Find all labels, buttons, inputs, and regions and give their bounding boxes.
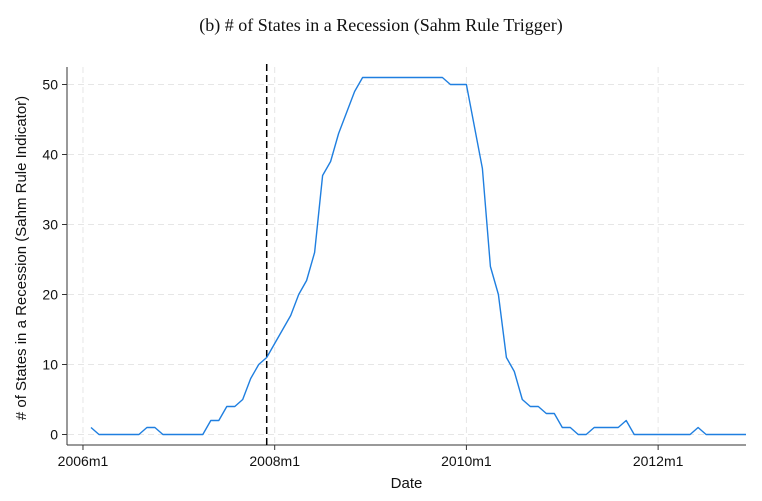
y-axis-ticks: 0 10 20 30 40 50 <box>42 77 67 443</box>
y-tick-label: 10 <box>42 357 58 373</box>
y-tick-label: 40 <box>42 147 58 163</box>
x-tick-label: 2010m1 <box>441 453 492 469</box>
y-tick-label: 30 <box>42 217 58 233</box>
chart-title: (b) # of States in a Recession (Sahm Rul… <box>199 15 563 35</box>
x-axis-label: Date <box>391 475 423 492</box>
y-tick-label: 50 <box>42 77 58 93</box>
series-group <box>90 76 746 436</box>
y-tick-label: 0 <box>50 427 58 443</box>
series-line <box>90 76 746 436</box>
y-tick-label: 20 <box>42 287 58 303</box>
x-tick-label: 2006m1 <box>58 453 109 469</box>
gridlines <box>68 67 746 444</box>
x-tick-label: 2008m1 <box>249 453 300 469</box>
y-axis-label: # of States in a Recession (Sahm Rule In… <box>13 96 30 420</box>
x-axis-ticks: 2006m1 2008m1 2010m1 2012m1 <box>58 445 684 469</box>
x-tick-label: 2012m1 <box>633 453 684 469</box>
